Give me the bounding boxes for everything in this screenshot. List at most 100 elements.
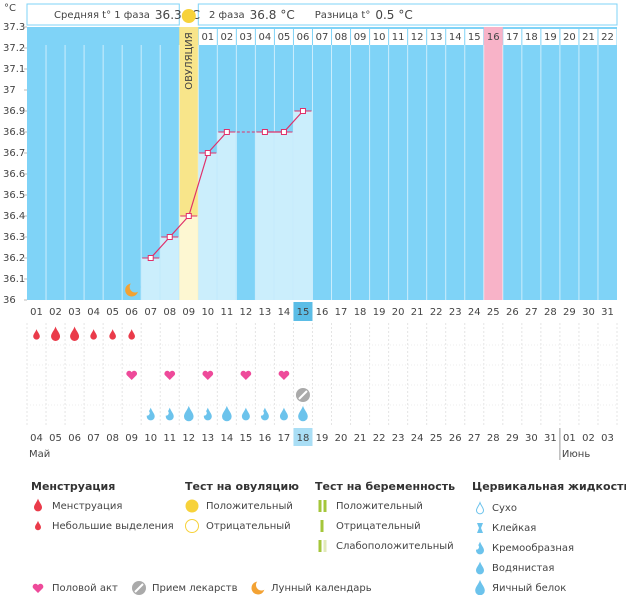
post-ovulation-day: 01 [201,32,214,43]
legend-item: Положительный [336,501,423,512]
legend-icon [34,498,42,512]
heart [202,370,214,380]
post-ovulation-day: 04 [259,32,272,43]
cycle-day: 04 [87,307,100,318]
temp-point [280,129,287,135]
legend-item: Отрицательный [206,521,291,532]
post-ovulation-day: 17 [506,32,519,43]
cycle-day: 08 [163,307,176,318]
phase2-label: 2 фаза [209,10,245,21]
legend-item: Водянистая [492,563,554,574]
date: 16 [259,433,272,444]
cycle-day: 14 [278,307,291,318]
moon-cut [129,281,141,293]
post-ovulation-cell [236,29,255,45]
y-tick-label: 36.4 [3,211,25,222]
y-tick-label: 37.2 [3,43,25,54]
cycle-day: 20 [392,307,405,318]
post-ovulation-day: 14 [449,32,462,43]
cycle-day: 09 [182,307,195,318]
legend-icon [323,540,327,552]
month-label: Июнь [562,449,590,460]
ovulation-label: ОВУЛЯЦИЯ [184,32,195,90]
header-box [197,3,618,26]
post-ovulation-day: 15 [468,32,481,43]
moon [125,281,141,297]
date: 30 [525,433,538,444]
legend-item: Половой акт [52,583,118,594]
post-ovulation-day: 05 [278,32,291,43]
fluid-cut [258,410,264,416]
fluid-watery [241,407,250,421]
legend-icon [476,541,484,555]
date: 13 [201,433,214,444]
temp-point [299,108,306,114]
cycle-day: 01 [30,307,43,318]
pill [132,581,146,595]
pill-line [298,390,308,400]
y-tick-label: 36 [3,295,16,306]
date: 03 [601,433,614,444]
post-ovulation-cell [198,29,217,45]
bar [141,258,160,300]
legend-icon [185,519,199,533]
heart [240,370,252,380]
fluid-creamy [260,407,269,421]
post-ovulation-cell [427,29,446,45]
date: 11 [163,433,176,444]
fluid-sticky [477,523,483,533]
post-ovulation-day: 12 [411,32,424,43]
menstruation-drop [90,329,97,340]
legend-title: Цервикальная жидкость [472,480,626,493]
post-ovulation-cell [351,29,370,45]
date: 25 [430,433,443,444]
ovulation-test-icon [181,9,196,23]
cycle-day: 05 [106,307,119,318]
date: 01 [563,433,576,444]
today-cell [293,302,313,321]
post-ovulation-cell [408,29,427,45]
date: 23 [392,433,405,444]
cycle-day: 27 [525,307,538,318]
heart [164,370,176,380]
post-ovulation-day: 07 [316,32,329,43]
date: 19 [316,433,329,444]
cycle-day: 12 [240,307,253,318]
post-ovulation-day: 16 [487,32,500,43]
date: 02 [582,433,595,444]
fluid-egg-white [183,405,194,422]
date: 15 [240,433,253,444]
cycle-day: 28 [544,307,557,318]
post-ovulation-day: 20 [563,32,576,43]
post-ovulation-day: 18 [525,32,538,43]
temp-point [204,150,211,156]
cycle-day: 11 [220,307,233,318]
temp-point [166,234,173,240]
post-ovulation-day: 22 [601,32,614,43]
cycle-day: 29 [563,307,576,318]
date: 08 [106,433,119,444]
date: 18 [297,433,310,444]
phase1-label: Средняя t° 1 фаза [54,10,150,21]
y-tick-label: 36.2 [3,253,25,264]
post-ovulation-cell [293,29,312,45]
legend-item: Кремообразная [492,543,574,554]
post-ovulation-cell [522,29,541,45]
post-ovulation-cell [465,29,484,45]
date: 21 [354,433,367,444]
diff-label: Разница t° [315,10,371,21]
post-ovulation-cell [274,29,293,45]
fluid-cut [201,410,207,416]
cycle-day: 16 [316,307,329,318]
temp-point [223,129,230,135]
legend-item: Прием лекарств [152,583,238,594]
post-ovulation-cell [217,29,236,45]
menstruation-drop [33,329,40,340]
date: 31 [544,433,557,444]
legend-title: Тест на овуляцию [185,480,299,493]
expected-period-column [483,27,503,300]
y-tick-label: 36.3 [3,232,25,243]
bar [217,132,236,300]
y-tick-label: 37.3 [3,22,25,33]
heart [126,370,138,380]
